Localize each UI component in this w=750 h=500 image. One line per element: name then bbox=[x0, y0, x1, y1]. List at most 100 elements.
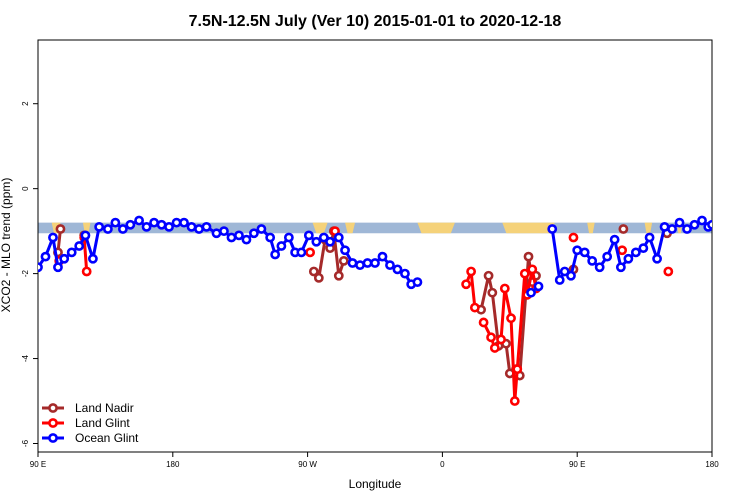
data-point bbox=[134, 215, 144, 226]
data-point bbox=[377, 251, 388, 262]
data-point bbox=[615, 262, 626, 273]
data-point bbox=[211, 228, 222, 239]
land-region bbox=[644, 222, 653, 234]
data-point bbox=[509, 396, 520, 406]
plot-area: 90 E 180 90 W 0 90 E 180 2 0 -2 -4 -6 bbox=[21, 39, 719, 469]
x-tick-label: 90 W bbox=[298, 460, 317, 469]
series-line bbox=[464, 269, 477, 308]
x-tick-label: 180 bbox=[166, 460, 180, 469]
data-point bbox=[226, 232, 237, 243]
data-point bbox=[630, 247, 641, 258]
data-point bbox=[499, 283, 510, 294]
data-point bbox=[572, 245, 583, 256]
data-point bbox=[547, 224, 558, 234]
data-point bbox=[38, 262, 43, 273]
x-axis-label: Longitude bbox=[349, 477, 402, 491]
data-point bbox=[256, 224, 267, 234]
data-point bbox=[110, 217, 121, 228]
data-point bbox=[487, 287, 498, 298]
data-point bbox=[117, 224, 128, 234]
land-region bbox=[587, 222, 595, 234]
data-point bbox=[512, 364, 523, 375]
data-point bbox=[392, 264, 403, 275]
data-point bbox=[519, 268, 530, 279]
data-point bbox=[674, 217, 685, 228]
data-point bbox=[506, 313, 516, 324]
data-point bbox=[80, 230, 91, 241]
data-point bbox=[370, 258, 380, 268]
data-point bbox=[149, 217, 159, 228]
data-point bbox=[682, 224, 692, 234]
data-point bbox=[362, 258, 373, 268]
data-point bbox=[644, 232, 655, 243]
legend-entry: Land Nadir bbox=[42, 401, 134, 415]
series-line bbox=[82, 237, 89, 272]
data-point bbox=[489, 343, 500, 353]
data-point bbox=[554, 275, 565, 285]
data-point bbox=[568, 232, 579, 243]
data-point bbox=[40, 251, 51, 262]
data-point bbox=[496, 334, 506, 345]
data-point bbox=[579, 247, 590, 258]
data-point bbox=[623, 253, 634, 264]
data-point bbox=[48, 232, 58, 243]
data-point bbox=[219, 226, 229, 237]
data-point bbox=[265, 232, 276, 243]
data-point bbox=[461, 279, 472, 290]
land-region bbox=[417, 222, 455, 234]
data-point bbox=[338, 255, 349, 266]
data-point bbox=[59, 253, 70, 264]
plot-frame bbox=[37, 39, 713, 453]
legend-label: Ocean Glint bbox=[75, 431, 139, 445]
background-band bbox=[38, 222, 712, 234]
legend-entry: Ocean Glint bbox=[42, 431, 139, 445]
data-point bbox=[483, 270, 494, 281]
data-point bbox=[527, 264, 538, 275]
data-point bbox=[638, 243, 649, 254]
data-point bbox=[587, 255, 598, 266]
data-point bbox=[318, 232, 329, 243]
y-tick-label: -4 bbox=[21, 354, 30, 362]
data-point bbox=[689, 219, 700, 230]
data-point bbox=[66, 247, 77, 258]
series-land-glint bbox=[54, 226, 674, 406]
x-tick-label: 90 E bbox=[569, 460, 585, 469]
data-point bbox=[385, 260, 395, 271]
data-point bbox=[594, 262, 605, 273]
data-point bbox=[618, 224, 629, 234]
data-point bbox=[652, 253, 662, 264]
land-region bbox=[502, 222, 555, 234]
y-tick-label: -2 bbox=[21, 270, 30, 278]
data-point bbox=[617, 245, 628, 256]
data-point bbox=[469, 302, 480, 313]
data-point bbox=[313, 272, 324, 283]
data-point bbox=[94, 221, 105, 232]
data-point bbox=[303, 230, 314, 241]
data-point bbox=[325, 236, 335, 247]
data-point bbox=[400, 268, 410, 279]
data-point bbox=[311, 236, 322, 247]
data-point bbox=[234, 230, 244, 241]
data-point bbox=[486, 332, 496, 343]
y-tick-label: 2 bbox=[21, 101, 30, 106]
data-point bbox=[241, 234, 252, 245]
data-point bbox=[276, 241, 287, 251]
y-axis-label: XCO2 - MLO trend (ppm) bbox=[0, 178, 13, 313]
data-point bbox=[340, 245, 350, 256]
data-point bbox=[249, 228, 259, 239]
data-point bbox=[559, 266, 570, 277]
data-point bbox=[663, 266, 674, 277]
data-point bbox=[55, 224, 66, 234]
chart-title: 7.5N-12.5N July (Ver 10) 2015-01-01 to 2… bbox=[189, 13, 562, 30]
data-point bbox=[602, 251, 613, 262]
data-point bbox=[347, 258, 358, 268]
data-point bbox=[171, 217, 182, 228]
data-point bbox=[412, 277, 423, 288]
data-point bbox=[74, 241, 85, 251]
data-point bbox=[164, 221, 174, 232]
data-point bbox=[308, 266, 319, 277]
y-tick-label: 0 bbox=[21, 186, 30, 191]
